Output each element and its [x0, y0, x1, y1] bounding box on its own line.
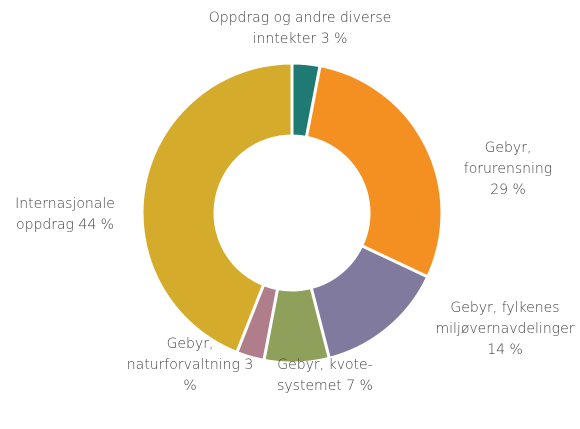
- slice-label: Gebyr, naturforvaltning 3 %: [126, 334, 254, 397]
- slice-label: Gebyr, forurensning 29 %: [458, 138, 558, 201]
- category-label: Gebyr, kvote-systemet: [277, 357, 373, 394]
- slice-label: Oppdrag og andre diverse inntekter 3 %: [193, 8, 408, 50]
- category-label: Oppdrag og andre diverse inntekter: [208, 10, 392, 47]
- value-label: 14 %: [487, 342, 523, 358]
- value-label: 7 %: [346, 378, 373, 394]
- slice-label: Gebyr, kvote-systemet 7 %: [269, 355, 381, 397]
- category-label: Gebyr, fylkenes miljøvernavdelinger: [435, 300, 575, 337]
- donut-slice: [140, 61, 294, 355]
- category-label: Gebyr, naturforvaltning: [126, 336, 240, 373]
- value-label: 29 %: [490, 182, 526, 198]
- value-label: 3 %: [320, 31, 348, 47]
- category-label: Gebyr, forurensning: [463, 140, 553, 177]
- donut-slice: [304, 63, 444, 279]
- value-label: 44 %: [78, 217, 114, 233]
- slice-label: Internasjonale oppdrag 44 %: [9, 194, 121, 236]
- value-label: 3 %: [183, 357, 254, 394]
- category-label: Internasjonale oppdrag: [15, 196, 115, 233]
- slice-label: Gebyr, fylkenes miljøvernavdelinger 14 %: [425, 298, 580, 361]
